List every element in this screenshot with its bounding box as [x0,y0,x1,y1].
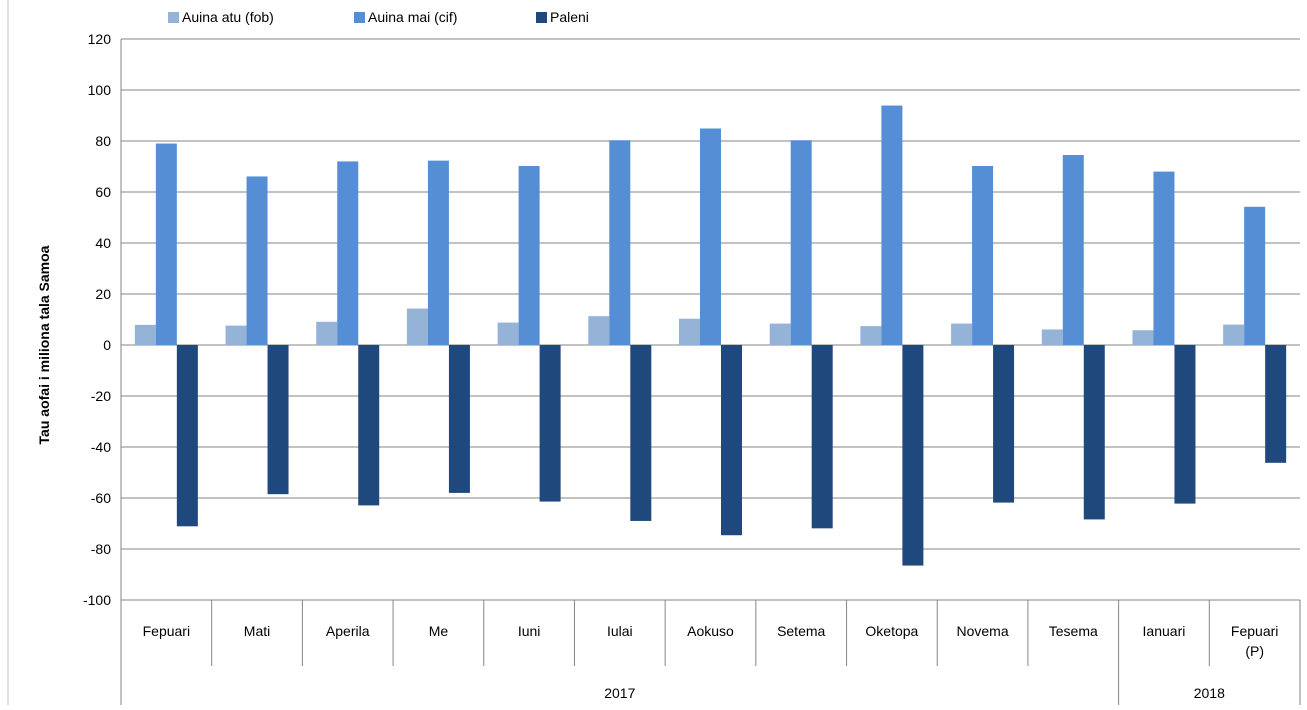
bar [518,165,540,345]
x-group-label: 2018 [1194,685,1225,701]
bar [539,345,561,502]
bar [406,308,428,345]
bar [630,345,652,521]
bar [860,326,882,345]
bar [1041,329,1063,345]
bar [588,316,610,345]
bar [700,128,721,345]
bar [448,345,470,493]
legend-swatch [536,12,547,23]
x-tick-label: Ianuari [1143,623,1186,639]
y-tick-label: 60 [95,184,111,200]
bar [1062,155,1084,345]
x-tick-label: Aperila [326,623,370,639]
y-tick-label: -20 [91,388,111,404]
bar [881,105,903,346]
y-tick-label: 120 [88,31,112,47]
bar [358,345,380,506]
x-tick-label: Tesema [1049,623,1098,639]
x-tick-label: Iulai [607,623,633,639]
bar [951,323,973,345]
y-tick-label: 0 [103,337,111,353]
x-tick-label: (P) [1245,643,1264,659]
axes: -100 -80 -60 -40 -20 0 20 40 60 80 100 120 Fepuari Ma… [7,0,1301,705]
bar [267,345,289,495]
y-tick-label: 20 [95,286,111,302]
y-tick-label: -40 [91,439,111,455]
x-tick-label: Novema [957,623,1009,639]
x-tick-label: Setema [777,623,825,639]
legend-label: Auina mai (cif) [368,9,457,25]
y-tick-label: -100 [83,592,111,608]
bar [316,321,338,345]
bar [993,345,1015,503]
bars [134,105,1287,566]
y-tick-label: 40 [95,235,111,251]
bar [497,322,519,345]
bar [1174,345,1196,504]
legend: Auina atu (fob) Auina mai (cif) Paleni [168,9,589,25]
x-tick-label: Aokuso [687,623,734,639]
bar [1083,345,1105,520]
bar [1244,206,1266,345]
bar [337,161,359,345]
legend-label: Paleni [550,9,589,25]
x-tick-label: Fepuari [143,623,190,639]
bar [769,323,791,345]
x-group-label: 2017 [604,685,635,701]
bar [972,165,994,345]
bar [246,176,268,345]
x-tick-label: Iuni [518,623,541,639]
bar [1153,171,1175,345]
bar [811,345,833,529]
x-tick-label: Mati [244,623,270,639]
bar [790,140,812,345]
bar [902,345,924,566]
bar [679,318,700,345]
y-tick-label: -60 [91,490,111,506]
x-tick-label: Oketopa [865,623,918,639]
y-tick-label: -80 [91,541,111,557]
x-tick-label: Fepuari [1231,623,1278,639]
bar [1132,330,1154,345]
bar [155,143,177,345]
bar [225,325,247,345]
bar [1223,324,1245,345]
bar [609,140,631,345]
bar [427,160,449,345]
y-tick-label: 100 [88,82,112,98]
bar [134,324,156,345]
bar [1265,345,1287,463]
bar [721,345,742,536]
bar [176,345,198,527]
legend-swatch [354,12,365,23]
legend-label: Auina atu (fob) [182,9,274,25]
legend-swatch [168,12,179,23]
y-tick-label: 80 [95,133,111,149]
x-tick-label: Me [429,623,449,639]
y-axis-title: Tau aofai i miliona tala Samoa [36,245,52,444]
